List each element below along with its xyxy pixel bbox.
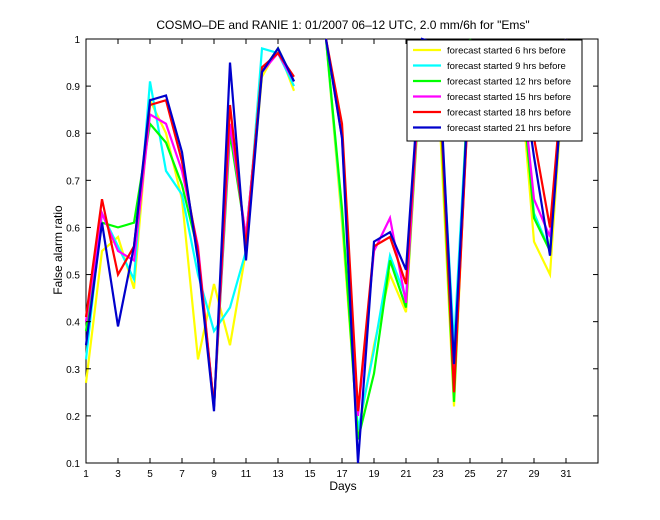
y-tick-label: 0.5 [66, 271, 80, 282]
x-tick-label: 11 [241, 469, 252, 480]
legend-label-4: forecast started 15 hrs before [447, 92, 571, 103]
y-tick-label: 0.1 [66, 459, 80, 470]
axis-ticks: 1 3 5 7 9 11 13 15 17 19 21 23 25 27 29 310.10.20.30.40… [66, 35, 598, 480]
x-tick-label: 13 [272, 469, 284, 480]
chart-title: COSMO–DE and RANIE 1: 01/2007 06–12 UTC,… [156, 18, 529, 32]
x-tick-label: 17 [336, 469, 348, 480]
y-axis-title: False alarm ratio [51, 205, 65, 295]
legend-label-3: forecast started 12 hrs before [447, 77, 571, 88]
x-tick-label: 31 [560, 469, 572, 480]
x-tick-label: 29 [528, 469, 540, 480]
legend-label-6: forecast started 21 hrs before [447, 123, 571, 134]
legend-box [406, 39, 583, 142]
y-tick-label: 0.6 [66, 223, 80, 234]
legend-label-1: forecast started 6 hrs before [447, 46, 566, 57]
x-axis-title: Days [329, 479, 356, 493]
legend: forecast started 6 hrs before forecast st… [406, 39, 583, 142]
x-tick-label: 27 [496, 469, 508, 480]
x-tick-label: 23 [432, 469, 444, 480]
legend-label-2: forecast started 9 hrs before [447, 61, 566, 72]
x-tick-label: 9 [211, 469, 217, 480]
y-tick-label: 0.8 [66, 129, 80, 140]
x-tick-label: 25 [464, 469, 476, 480]
y-tick-label: 0.4 [66, 318, 80, 329]
y-tick-label: 0.3 [66, 365, 80, 376]
x-tick-label: 1 [83, 469, 89, 480]
x-tick-label: 7 [179, 469, 185, 480]
x-tick-label: 15 [304, 469, 316, 480]
x-tick-label: 5 [147, 469, 153, 480]
y-tick-label: 0.2 [66, 412, 80, 423]
x-tick-label: 21 [400, 469, 412, 480]
y-tick-label: 1 [74, 35, 80, 46]
x-tick-label: 3 [115, 469, 121, 480]
x-tick-label: 19 [368, 469, 380, 480]
y-tick-label: 0.7 [66, 176, 80, 187]
legend-label-5: forecast started 18 hrs before [447, 108, 571, 119]
y-tick-label: 0.9 [66, 82, 80, 93]
